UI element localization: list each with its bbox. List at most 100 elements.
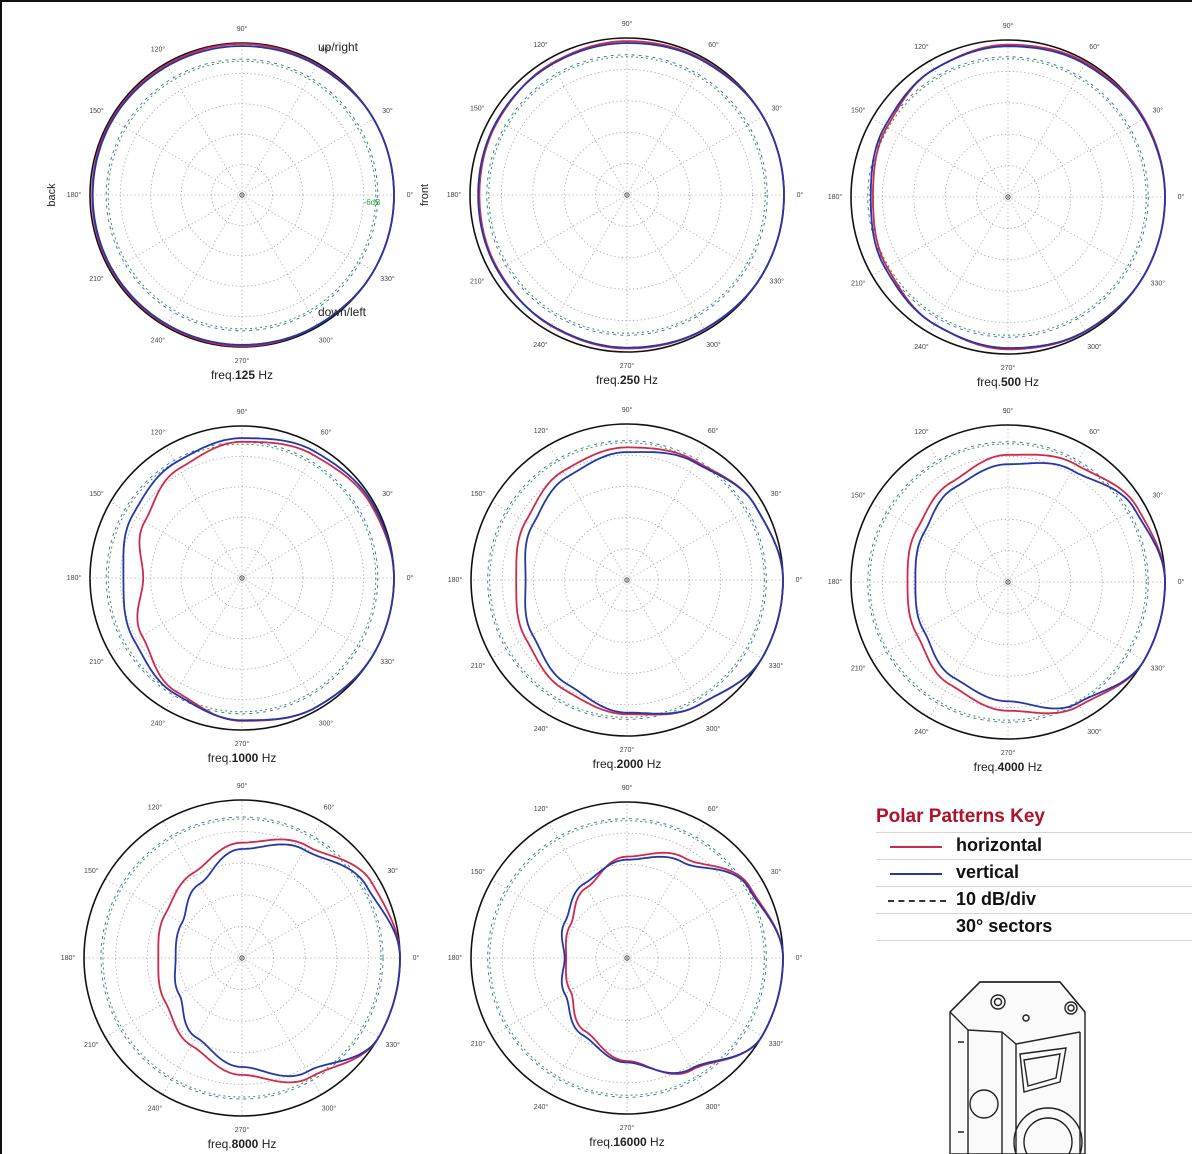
angle-tick-label: 30° (771, 868, 782, 876)
angle-tick-label: 30° (387, 867, 398, 875)
minus6-ring-alt (487, 818, 767, 1098)
grid-spoke (110, 194, 243, 272)
grid-spoke (241, 878, 380, 959)
grid-spoke (104, 878, 243, 959)
center-point (624, 955, 630, 961)
grid-spoke (626, 501, 763, 581)
key-vertical-label: vertical (956, 862, 1020, 882)
angle-tick-label: 0° (796, 954, 803, 962)
series-vertical (869, 45, 1166, 349)
grid-spoke (871, 118, 1009, 198)
angle-tick-label: 60° (708, 427, 719, 435)
angle-tick-label: 210° (89, 658, 104, 666)
minus6-ring (107, 60, 377, 330)
horizontal-swatch (890, 846, 942, 848)
angle-tick-label: 300° (706, 1103, 721, 1111)
polar-chart-16000: 0° 30° 60° 90° 120° 150° 180° 210° 240° 270° 300° 3… (448, 784, 803, 1149)
key-row-vertical: vertical (876, 860, 1192, 887)
series-vertical (914, 462, 1166, 710)
angle-tick-label: 270° (620, 746, 635, 754)
angle-tick-label: 210° (851, 280, 866, 288)
series-vertical (477, 42, 785, 349)
grid-spoke (491, 879, 628, 959)
front-label: front (419, 184, 431, 206)
grid-spoke (104, 957, 243, 1038)
minus6-ring (869, 58, 1147, 336)
frequency-label: freq.500 Hz (977, 375, 1039, 389)
grid-spoke (241, 501, 374, 579)
polar-patterns-key: Polar Patterns Key horizontal vertical 1… (876, 806, 1192, 941)
angle-tick-label: 240° (148, 1105, 163, 1113)
grid-spoke (490, 194, 628, 274)
grid-spoke (626, 444, 706, 581)
grid-spoke (626, 879, 763, 959)
angle-tick-label: 60° (708, 41, 719, 49)
series-vertical (524, 451, 784, 715)
grid-spoke (1007, 118, 1145, 198)
angle-tick-label: 60° (321, 429, 332, 437)
angle-tick-label: 300° (322, 1105, 337, 1113)
angle-tick-label: 0° (407, 191, 414, 199)
minus6-ring-alt (487, 440, 767, 720)
angle-tick-label: 300° (706, 341, 721, 349)
frequency-label: freq.250 Hz (596, 373, 658, 387)
grid-spoke (548, 444, 628, 581)
grid-spoke (1007, 581, 1145, 661)
grid-ring (913, 102, 1103, 292)
key-scale-label: 10 dB/div (956, 889, 1037, 909)
angle-tick-label: 0° (797, 191, 804, 199)
grid-spoke (165, 194, 243, 327)
angle-tick-label: 180° (61, 954, 76, 962)
frequency-label: freq.1000 Hz (208, 751, 277, 765)
angle-tick-label: 180° (67, 574, 82, 582)
grid-spoke (241, 194, 319, 327)
grid-ring (533, 864, 722, 1053)
polar-chart-250: 0° 30° 60° 90° 120° 150° 180° 210° 240° 270° 300° 3… (447, 20, 804, 387)
minus6-ring (869, 443, 1147, 721)
angle-tick-label: 330° (1151, 280, 1166, 288)
series-vertical (173, 843, 401, 1078)
grid-spoke (1007, 581, 1087, 719)
center-point (239, 192, 245, 198)
frequency-label: freq.16000 Hz (589, 1135, 664, 1149)
grid-spoke (110, 577, 243, 655)
angle-tick-label: 150° (471, 490, 486, 498)
grid-ring (501, 832, 753, 1084)
angle-tick-label: 120° (534, 427, 549, 435)
angle-tick-label: 180° (828, 578, 843, 586)
angle-tick-label: 30° (772, 105, 783, 113)
angle-tick-label: 300° (319, 720, 334, 728)
angle-tick-label: 120° (151, 46, 166, 54)
angle-tick-label: 240° (533, 341, 548, 349)
grid-spoke (241, 577, 319, 710)
angle-tick-label: 180° (447, 191, 462, 199)
grid-spoke (241, 63, 319, 196)
angle-tick-label: 210° (471, 1040, 486, 1048)
key-row-horizontal: horizontal (876, 833, 1192, 860)
grid-spoke (1007, 445, 1087, 583)
angle-tick-label: 270° (1001, 364, 1016, 372)
series-horizontal (906, 453, 1166, 715)
angle-tick-label: 60° (1089, 43, 1100, 51)
grid-spoke (1007, 196, 1145, 276)
grid-ring (146, 862, 338, 1054)
grid-spoke (548, 58, 628, 196)
angle-tick-label: 0° (796, 576, 803, 584)
angle-tick-label: 330° (380, 658, 395, 666)
dashed-swatch (888, 900, 946, 902)
grid-spoke (626, 822, 706, 959)
grid-ring (913, 487, 1103, 677)
center-point (624, 192, 630, 198)
angle-tick-label: 90° (237, 408, 248, 416)
grid-ring (564, 895, 690, 1021)
angle-tick-label: 0° (1178, 193, 1185, 201)
grid-spoke (241, 446, 319, 579)
grid-spoke (626, 957, 763, 1037)
grid-ring (178, 894, 306, 1022)
vertical-swatch (890, 873, 942, 875)
grid-spoke (626, 579, 706, 716)
key-sectors-label: 30° sectors (956, 916, 1053, 936)
angle-tick-label: 270° (620, 362, 635, 370)
